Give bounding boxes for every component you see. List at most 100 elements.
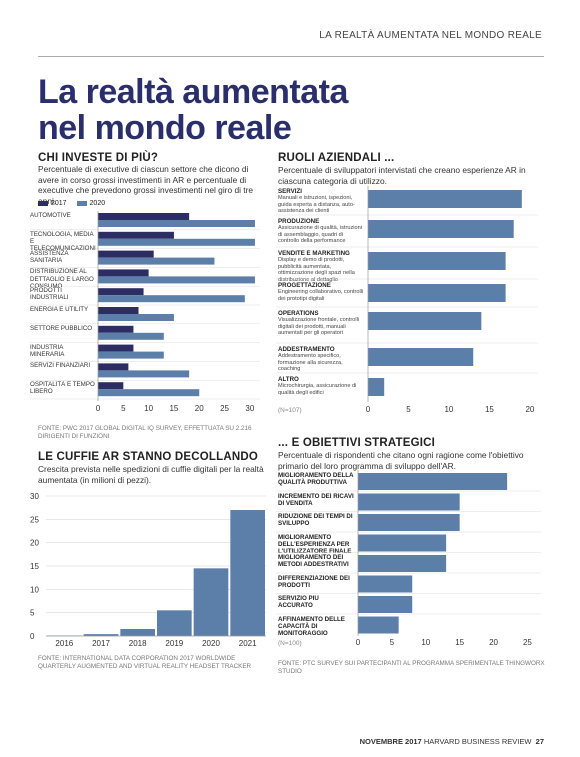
goals-heading: ... E OBIETTIVI STRATEGICI bbox=[278, 437, 436, 449]
x-tick-label: 10 bbox=[421, 638, 430, 647]
headsets-subtitle: Crescita prevista nelle spedizioni di cu… bbox=[38, 464, 264, 485]
role-description: Display e demo di prodotti, pubblicità a… bbox=[278, 257, 355, 283]
headset-bar bbox=[230, 510, 265, 636]
bar-2020 bbox=[98, 370, 190, 378]
x-tick-label: 2016 bbox=[55, 639, 73, 648]
bar-2017 bbox=[98, 382, 124, 390]
role-description: Engineering collaborativo, controlli dei… bbox=[278, 289, 364, 302]
category-label-box: TECNOLOGIA, MEDIA E TELECOMUNICAZIONI bbox=[30, 231, 96, 250]
role-title: PRODUZIONE Assicurazione di qualità, istr… bbox=[278, 218, 364, 245]
page-footer: NOVEMBRE 2017 HARVARD BUSINESS REVIEW 27 bbox=[360, 737, 544, 746]
role-title: OPERATIONS Visualizzazione frontale, cont… bbox=[278, 310, 364, 337]
legend-swatch-2020 bbox=[76, 200, 87, 206]
x-tick-label: 20 bbox=[195, 404, 204, 413]
role-title: VENDITE E MARKETING Display e demo di pro… bbox=[278, 250, 364, 283]
goal-label-box: MIGLIORAMENTO DELL'ESPERIENZA PER L'UTIL… bbox=[278, 534, 351, 555]
role-description: Assicurazione di qualità, istruzioni di … bbox=[278, 225, 362, 245]
role-title: PROGETTAZIONE Engineering collaborativo, … bbox=[278, 282, 364, 302]
roles-sample-note: (N=107) bbox=[278, 407, 302, 414]
category-label-box: OSPITALITÀ E TEMPO LIBERO bbox=[30, 381, 95, 395]
bar-2017 bbox=[98, 344, 134, 352]
legend-label-2020: 2020 bbox=[89, 200, 106, 207]
invest-heading: CHI INVESTE DI PIÙ? bbox=[38, 152, 159, 164]
page-header: LA REALTÀ AUMENTATA NEL MONDO REALE bbox=[0, 0, 580, 57]
headset-bar bbox=[193, 568, 229, 636]
page-title-line1: La realtà aumentata bbox=[38, 73, 348, 111]
goal-label-box: MIGLIORAMENTO DEI METODI ADDESTRATIVI bbox=[278, 554, 349, 569]
bar-2020 bbox=[98, 238, 255, 246]
category-label: ENERGIA E UTILITY bbox=[30, 306, 89, 313]
role-description: Manuali e istruzioni, ispezioni, guida e… bbox=[278, 195, 355, 215]
x-tick-label: 15 bbox=[455, 638, 464, 647]
goal-label-box: INCREMENTO DEI RICAVI DI VENDITA bbox=[278, 493, 354, 507]
category-label-box: DISTRIBUZIONE AL DETTAGLIO E LARGO CONSU… bbox=[30, 268, 94, 287]
goal-bar bbox=[358, 575, 413, 593]
goal-label: MIGLIORAMENTO DEI METODI ADDESTRATIVI bbox=[278, 554, 349, 569]
bar-2017 bbox=[98, 307, 139, 314]
invest-chart: AUTOMOTIVE TECNOLOGIA, MEDIA E TELECOMUNI… bbox=[30, 211, 260, 413]
headset-bar bbox=[83, 634, 119, 636]
page-title: La realtà aumentata nel mondo reale bbox=[38, 74, 348, 146]
goal-label: MIGLIORAMENTO DELLA QUALITÀ PRODUTTIVA bbox=[278, 472, 354, 487]
invest-legend: 2017 2020 bbox=[38, 200, 105, 207]
x-tick-label: 5 bbox=[390, 638, 395, 647]
header-divider bbox=[38, 56, 544, 57]
x-tick-label: 30 bbox=[245, 404, 254, 413]
page-title-line2: nel mondo reale bbox=[38, 109, 292, 147]
headsets-source: FONTE: INTERNATIONAL DATA CORPORATION 20… bbox=[38, 655, 252, 670]
footer-month: NOVEMBRE 2017 bbox=[359, 737, 422, 746]
y-tick-label: 30 bbox=[30, 492, 39, 501]
x-tick-label: 10 bbox=[444, 405, 453, 414]
goal-label: RIDUZIONE DEI TEMPI DI SVILUPPO bbox=[278, 513, 353, 528]
role-bar bbox=[368, 284, 506, 302]
x-tick-label: 20 bbox=[489, 638, 498, 647]
category-label-box: SETTORE PUBBLICO bbox=[30, 325, 92, 332]
headset-bar bbox=[120, 629, 155, 636]
goal-label: DIFFERENZIAZIONE DEI PRODOTTI bbox=[278, 574, 350, 589]
footer-magazine: HARVARD BUSINESS REVIEW bbox=[423, 737, 532, 746]
goal-label-box: RIDUZIONE DEI TEMPI DI SVILUPPO bbox=[278, 513, 353, 528]
category-label: TECNOLOGIA, MEDIA E TELECOMUNICAZIONI bbox=[30, 230, 96, 250]
x-tick-label: 5 bbox=[121, 404, 126, 413]
x-tick-label: 0 bbox=[356, 638, 361, 647]
role-title: SERVIZI Manuali e istruzioni, ispezioni, … bbox=[278, 188, 364, 215]
role-description: Addestramento specifico, formazione alla… bbox=[278, 353, 343, 373]
goals-sample-note: (N=100) bbox=[278, 640, 302, 647]
y-tick-label: 10 bbox=[30, 585, 39, 594]
category-label: AUTOMOTIVE bbox=[30, 212, 71, 219]
category-label-box: ASSISTENZA SANITARIA bbox=[30, 249, 69, 264]
category-label: ASSISTENZA SANITARIA bbox=[30, 249, 69, 264]
y-tick-label: 25 bbox=[30, 515, 39, 524]
category-label: PRODOTTI INDUSTRIALI bbox=[30, 287, 69, 302]
running-title: LA REALTÀ AUMENTATA NEL MONDO REALE bbox=[319, 30, 542, 41]
goal-label-box: MIGLIORAMENTO DELLA QUALITÀ PRODUTTIVA bbox=[278, 472, 354, 487]
goal-label: AFFINAMENTO DELLE CAPACITÀ DI MONITORAGG… bbox=[278, 615, 345, 637]
role-bar bbox=[368, 312, 482, 330]
goal-label: SERVIZIO PIÙ ACCURATO bbox=[278, 595, 319, 610]
bar-2020 bbox=[98, 276, 255, 284]
x-tick-label: 25 bbox=[220, 404, 229, 413]
x-tick-label: 2021 bbox=[239, 639, 257, 648]
role-title: ADDESTRAMENTO Addestramento specifico, fo… bbox=[278, 346, 364, 373]
bar-2020 bbox=[98, 332, 164, 340]
bar-2017 bbox=[98, 213, 190, 220]
goal-bar bbox=[358, 493, 460, 511]
x-tick-label: 10 bbox=[144, 404, 153, 413]
x-tick-label: 20 bbox=[525, 405, 534, 414]
x-tick-label: 5 bbox=[406, 405, 411, 414]
headsets-heading: LE CUFFIE AR STANNO DECOLLANDO bbox=[38, 451, 259, 463]
y-tick-label: 20 bbox=[30, 539, 39, 548]
x-tick-label: 25 bbox=[523, 638, 532, 647]
goals-chart: MIGLIORAMENTO DELLA QUALITÀ PRODUTTIVA IN… bbox=[276, 470, 541, 647]
footer-page: 27 bbox=[535, 737, 544, 746]
goal-bar bbox=[358, 555, 447, 572]
category-label-box: AUTOMOTIVE bbox=[30, 212, 71, 219]
goal-label-box: DIFFERENZIAZIONE DEI PRODOTTI bbox=[278, 574, 350, 589]
